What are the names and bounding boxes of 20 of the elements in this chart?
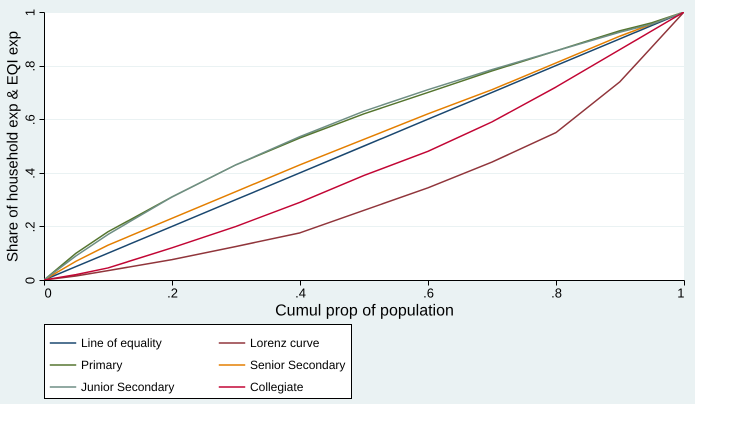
legend-label: Senior Secondary (250, 358, 346, 372)
y-tick-label: .4 (22, 168, 38, 179)
y-tick-label: .8 (22, 60, 38, 72)
y-tick-label: .6 (22, 114, 38, 126)
x-axis-title: Cumul prop of population (275, 302, 454, 320)
x-tick-label: .8 (551, 286, 562, 300)
x-tick-label: 0 (44, 286, 52, 300)
legend-label: Primary (81, 358, 122, 372)
x-tick-label: 1 (677, 286, 684, 300)
y-tick-label: 1 (22, 8, 38, 16)
x-tick-label: .6 (423, 286, 434, 300)
y-axis-title: Share of household exp & EQI exp (4, 31, 22, 262)
legend-label: Collegiate (250, 380, 304, 394)
x-tick-label: .4 (295, 286, 306, 300)
y-tick-label: .2 (22, 221, 38, 232)
legend-label: Line of equality (81, 336, 162, 350)
legend-label: Lorenz curve (250, 336, 320, 350)
y-tick-label: 0 (22, 276, 38, 284)
legend-label: Junior Secondary (81, 380, 174, 394)
x-tick-label: .2 (167, 286, 178, 300)
